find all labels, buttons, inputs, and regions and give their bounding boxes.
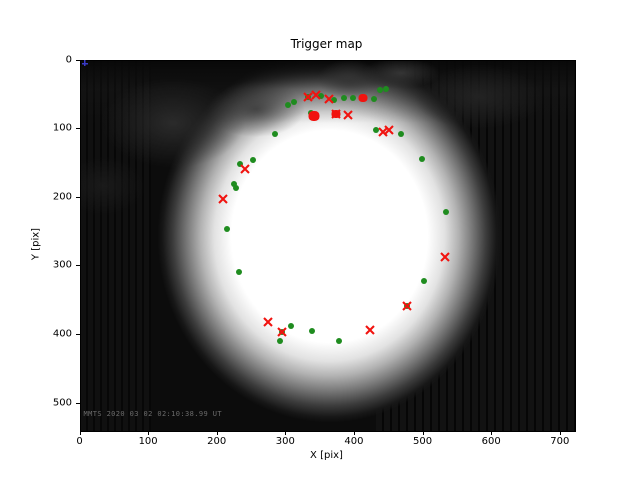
green-dot-marker bbox=[349, 95, 356, 102]
red-x-marker bbox=[277, 323, 288, 342]
x-tick-mark bbox=[491, 431, 493, 435]
y-tick-mark bbox=[75, 196, 80, 198]
green-dot-marker bbox=[336, 338, 343, 345]
y-tick-mark bbox=[75, 333, 80, 335]
x-tick-mark bbox=[559, 431, 561, 435]
y-tick-mark bbox=[75, 265, 80, 267]
x-tick-mark bbox=[353, 431, 355, 435]
y-tick-label: 200 bbox=[52, 191, 72, 203]
green-dot-marker bbox=[340, 95, 347, 102]
x-tick-mark bbox=[285, 431, 287, 435]
red-x-marker bbox=[218, 190, 229, 209]
green-dot-marker bbox=[236, 161, 243, 168]
red-x-marker bbox=[323, 89, 334, 108]
red-blob-marker bbox=[358, 93, 368, 102]
red-x-marker bbox=[303, 87, 314, 106]
x-tick-mark bbox=[148, 431, 150, 435]
x-tick-label: 500 bbox=[413, 436, 433, 447]
green-dot-marker bbox=[235, 268, 242, 275]
green-dot-marker bbox=[290, 99, 297, 106]
red-blob-marker bbox=[308, 111, 320, 122]
green-dot-marker bbox=[285, 102, 292, 109]
green-dot-marker bbox=[308, 110, 315, 117]
red-x-marker bbox=[310, 85, 321, 104]
x-tick-label: 300 bbox=[275, 436, 295, 447]
green-dot-marker bbox=[272, 130, 279, 137]
green-dot-marker bbox=[279, 329, 286, 336]
green-dot-marker bbox=[288, 323, 295, 330]
timestamp-overlay: MMTS 2020 03 02 02:10:38.99 UT bbox=[83, 410, 222, 418]
x-tick-label: 200 bbox=[207, 436, 227, 447]
x-tick-mark bbox=[216, 431, 218, 435]
plot-title: Trigger map bbox=[290, 37, 363, 51]
stripe-layer-right bbox=[375, 60, 575, 431]
x-tick-label: 0 bbox=[76, 436, 83, 447]
x-tick-mark bbox=[422, 431, 424, 435]
y-tick-mark bbox=[75, 59, 80, 61]
x-axis-label: X [pix] bbox=[310, 450, 343, 461]
y-tick-label: 400 bbox=[52, 328, 72, 340]
green-dot-marker bbox=[277, 338, 284, 345]
green-dot-marker bbox=[308, 327, 315, 334]
y-tick-label: 100 bbox=[52, 122, 72, 134]
red-x-marker bbox=[262, 312, 273, 331]
x-tick-label: 100 bbox=[138, 436, 158, 447]
red-x-marker bbox=[240, 159, 251, 178]
y-axis-label: Y [pix] bbox=[30, 227, 42, 261]
x-tick-mark bbox=[79, 431, 81, 435]
stripe-layer-left bbox=[80, 60, 151, 431]
y-tick-label: 500 bbox=[52, 397, 72, 409]
red-x-marker bbox=[343, 105, 354, 124]
y-tick-label: 300 bbox=[52, 259, 72, 271]
red-blob-marker bbox=[331, 110, 341, 119]
x-tick-label: 400 bbox=[344, 436, 364, 447]
y-tick-label: 0 bbox=[65, 54, 72, 65]
red-x-marker bbox=[330, 105, 341, 124]
x-tick-label: 600 bbox=[481, 436, 501, 447]
green-dot-marker bbox=[331, 97, 338, 104]
green-dot-marker bbox=[249, 156, 256, 163]
red-x-marker bbox=[365, 321, 376, 340]
plot-image: MMTS 2020 03 02 02:10:38.99 UT bbox=[79, 59, 576, 432]
green-dot-marker bbox=[305, 93, 312, 100]
green-dot-marker bbox=[233, 185, 240, 192]
green-dot-marker bbox=[318, 93, 325, 100]
x-tick-label: 700 bbox=[550, 436, 570, 447]
y-tick-mark bbox=[75, 402, 80, 404]
green-dot-marker bbox=[224, 226, 231, 233]
green-dot-marker bbox=[231, 181, 238, 187]
y-tick-mark bbox=[75, 128, 80, 130]
